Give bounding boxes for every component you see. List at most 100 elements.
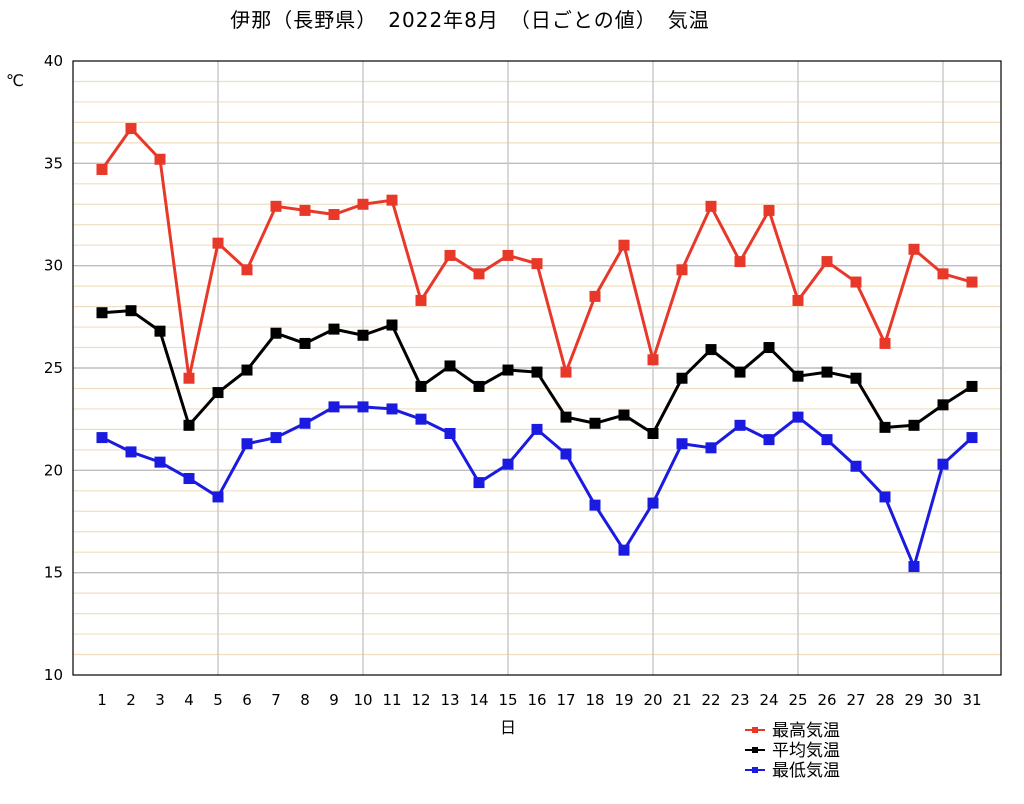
data-point <box>937 458 949 470</box>
data-point <box>676 372 688 384</box>
x-tick-label: 28 <box>875 691 894 709</box>
chart-title: 伊那（長野県） 2022年8月 （日ごとの値） 気温 <box>230 8 710 32</box>
legend-swatch-marker <box>752 747 758 753</box>
x-tick-label: 7 <box>271 691 281 709</box>
data-point <box>705 344 717 356</box>
data-point <box>241 364 253 376</box>
data-point <box>792 411 804 423</box>
data-point <box>299 337 311 349</box>
x-tick-label: 30 <box>933 691 952 709</box>
data-point <box>734 419 746 431</box>
data-point <box>879 421 891 433</box>
data-point <box>415 413 427 425</box>
legend-item: 最低気温 <box>745 761 840 781</box>
series-2 <box>96 305 978 439</box>
data-point <box>879 337 891 349</box>
data-point <box>444 360 456 372</box>
data-point <box>850 372 862 384</box>
x-tick-label: 16 <box>527 691 546 709</box>
data-point <box>473 268 485 280</box>
data-point <box>850 460 862 472</box>
data-point <box>444 249 456 261</box>
data-point <box>705 442 717 454</box>
data-point <box>386 403 398 415</box>
y-tick-label: 10 <box>44 666 63 684</box>
data-point <box>647 427 659 439</box>
y-tick-label: 20 <box>44 461 63 479</box>
data-point <box>618 544 630 556</box>
series-1 <box>96 123 978 384</box>
data-point <box>966 380 978 392</box>
data-point <box>705 200 717 212</box>
x-tick-label: 22 <box>701 691 720 709</box>
data-point <box>212 491 224 503</box>
series-layer <box>96 123 978 573</box>
x-tick-label: 20 <box>643 691 662 709</box>
x-tick-label: 27 <box>846 691 865 709</box>
x-tick-label: 31 <box>962 691 981 709</box>
data-point <box>183 372 195 384</box>
plot-frame <box>72 60 1002 676</box>
data-point <box>96 163 108 175</box>
data-point <box>415 380 427 392</box>
data-point <box>850 276 862 288</box>
x-tick-label: 4 <box>184 691 194 709</box>
data-point <box>183 473 195 485</box>
data-point <box>763 204 775 216</box>
major-gridlines <box>73 61 1001 675</box>
data-point <box>531 258 543 270</box>
data-point <box>328 323 340 335</box>
y-axis-label: ℃ <box>6 71 24 90</box>
data-point <box>154 456 166 468</box>
x-tick-label: 10 <box>353 691 372 709</box>
x-tick-label: 3 <box>155 691 165 709</box>
x-tick-label: 26 <box>817 691 836 709</box>
data-point <box>96 432 108 444</box>
y-tick-label: 30 <box>44 257 63 275</box>
data-point <box>647 354 659 366</box>
x-tick-label: 9 <box>329 691 339 709</box>
data-point <box>821 366 833 378</box>
data-point <box>763 434 775 446</box>
x-tick-label: 23 <box>730 691 749 709</box>
data-point <box>386 194 398 206</box>
x-tick-label: 21 <box>672 691 691 709</box>
data-point <box>125 446 137 458</box>
data-point <box>444 427 456 439</box>
legend-item: 最高気温 <box>745 721 840 741</box>
y-tick-label: 15 <box>44 564 63 582</box>
x-tick-label: 29 <box>904 691 923 709</box>
x-tick-label: 25 <box>788 691 807 709</box>
data-point <box>357 401 369 413</box>
data-point <box>502 458 514 470</box>
x-tick-label: 6 <box>242 691 252 709</box>
legend-label: 最高気温 <box>772 721 840 741</box>
data-point <box>299 204 311 216</box>
data-point <box>328 209 340 220</box>
data-point <box>879 491 891 503</box>
data-point <box>531 366 543 378</box>
data-point <box>531 423 543 435</box>
data-point <box>125 123 137 135</box>
data-point <box>502 249 514 261</box>
data-point <box>589 417 601 429</box>
data-point <box>763 342 775 354</box>
x-axis-label: 日 <box>500 718 516 737</box>
data-point <box>792 370 804 382</box>
data-point <box>618 409 630 421</box>
legend-swatch-marker <box>752 727 758 733</box>
data-point <box>473 477 485 489</box>
legend-label: 平均気温 <box>772 741 840 761</box>
data-point <box>647 497 659 509</box>
legend-item: 平均気温 <box>745 741 840 761</box>
x-axis-ticks: 1 2 3 4 5 6 7 8 9 10 11 12 13 14 15 16 17 18 19 20 21 22 23 24 2… <box>97 691 981 709</box>
data-point <box>821 256 833 268</box>
x-tick-label: 1 <box>97 691 107 709</box>
x-tick-label: 11 <box>382 691 401 709</box>
data-point <box>676 264 688 276</box>
data-point <box>676 438 688 450</box>
data-point <box>908 243 920 255</box>
data-point <box>966 276 978 288</box>
